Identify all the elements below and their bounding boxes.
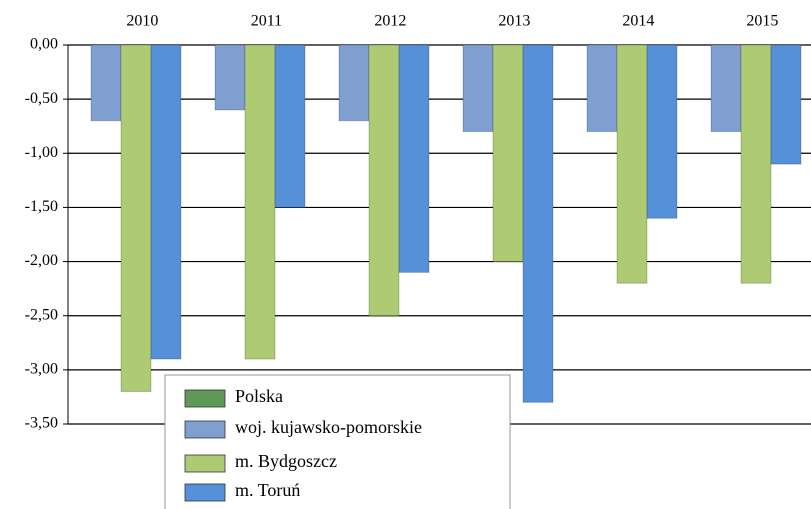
- x-tick-label: 2013: [498, 13, 530, 30]
- bar: [616, 44, 648, 284]
- x-tick-label: 2014: [622, 13, 654, 30]
- y-tick-label: -1,50: [25, 198, 58, 215]
- bar: [646, 44, 678, 219]
- bar: [244, 44, 276, 360]
- bar: [398, 44, 430, 273]
- bar: [586, 44, 618, 133]
- legend-label: m. Bydgoszcz: [235, 451, 337, 471]
- bar: [492, 44, 524, 263]
- bar: [740, 44, 772, 284]
- bar: [90, 44, 122, 122]
- bar: [338, 44, 370, 122]
- x-tick-label: 2011: [251, 13, 282, 30]
- legend-swatch: [184, 483, 226, 502]
- y-tick-label: -3,50: [25, 415, 58, 432]
- bar: [522, 44, 554, 403]
- x-tick-label: 2015: [746, 13, 778, 30]
- x-tick-label: 2012: [374, 13, 406, 30]
- bar: [214, 44, 246, 111]
- legend: Polska woj. kujawsko-pomorskie m. Bydgoszc…: [164, 374, 511, 509]
- bar: [710, 44, 742, 133]
- bar: [462, 44, 494, 133]
- y-tick-label: -2,50: [25, 306, 58, 323]
- legend-label: Polska: [235, 386, 283, 406]
- y-tick-label: -2,00: [25, 252, 58, 269]
- y-tick-label: -3,00: [25, 361, 58, 378]
- y-tick-label: -0,50: [25, 90, 58, 107]
- legend-label: m. Toruń: [235, 480, 300, 500]
- bar: [150, 44, 182, 360]
- bar: [368, 44, 400, 317]
- legend-swatch: [184, 454, 226, 473]
- y-tick-label: -1,00: [25, 144, 58, 161]
- bar: [274, 44, 306, 208]
- legend-label: woj. kujawsko-pomorskie: [235, 417, 422, 437]
- bar: [770, 44, 802, 165]
- x-tick-label: 2010: [126, 13, 158, 30]
- bar: [120, 44, 152, 393]
- y-tick-label: 0,00: [30, 36, 58, 53]
- legend-swatch: [184, 420, 226, 439]
- legend-swatch: [184, 389, 226, 408]
